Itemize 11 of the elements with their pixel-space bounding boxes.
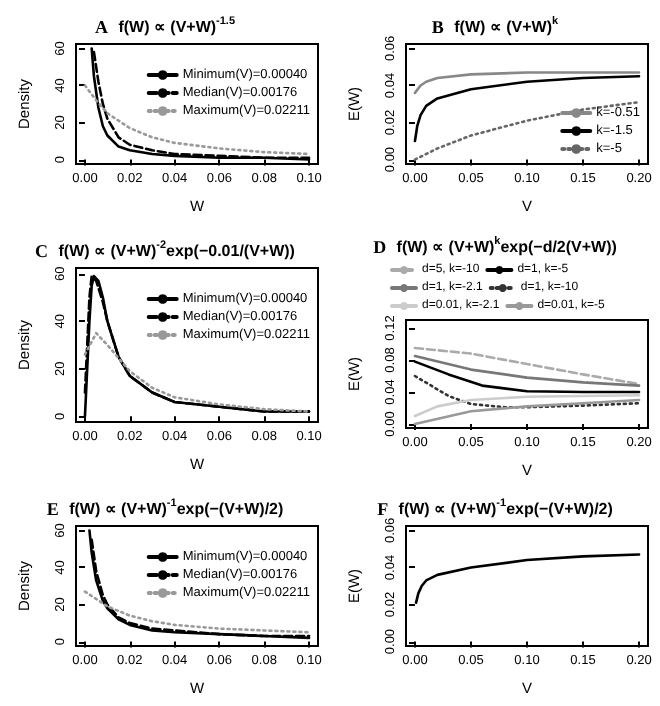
line-series (413, 346, 641, 386)
line-series (413, 74, 641, 143)
line-series (413, 71, 641, 95)
line-series (413, 100, 641, 161)
line-series (83, 84, 311, 156)
line-series (413, 354, 641, 387)
line-series (413, 374, 641, 409)
line-series (413, 393, 641, 418)
line-series (413, 398, 641, 426)
line-series (83, 331, 311, 413)
line-series (83, 590, 311, 634)
